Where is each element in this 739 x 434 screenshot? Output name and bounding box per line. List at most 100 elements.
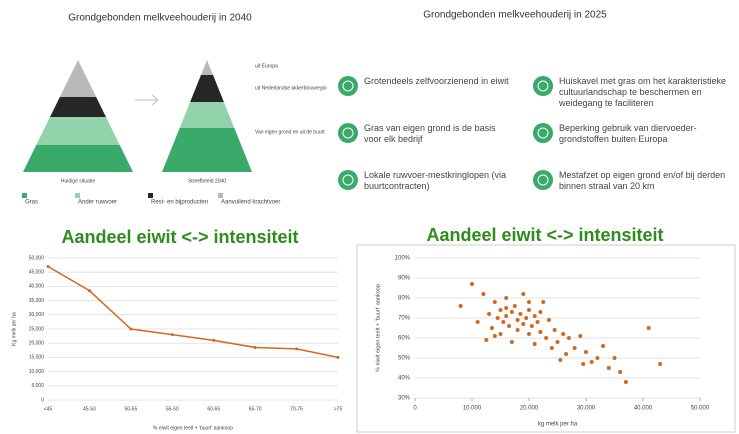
point xyxy=(601,344,605,348)
y-tick-label: 30,000 xyxy=(29,312,45,318)
x-tick-label: 30.000 xyxy=(577,406,596,412)
y-tick-label: 50% xyxy=(398,356,411,362)
x-tick-label: 20.000 xyxy=(520,406,539,412)
icon xyxy=(533,170,553,190)
point xyxy=(533,314,537,318)
point xyxy=(536,320,540,324)
x-tick-label: 65-70 xyxy=(249,406,262,412)
point xyxy=(459,304,463,308)
point xyxy=(504,296,508,300)
left-title: Grondgebonden melkveehouderij in 2040 xyxy=(68,13,252,24)
legend-swatch xyxy=(75,193,80,198)
y-tick-label: 60% xyxy=(398,336,411,342)
y-tick-label: 20,000 xyxy=(29,341,45,347)
x-tick-label: 55-60 xyxy=(166,406,179,412)
annotation: uit Nederlandse akkerbouwregio xyxy=(255,85,327,91)
y-tick-label: 0 xyxy=(41,397,44,403)
pyramid-band xyxy=(162,128,252,172)
point xyxy=(484,338,488,342)
icon xyxy=(338,123,358,143)
y-tick-label: 50,000 xyxy=(29,255,45,261)
point xyxy=(595,356,599,360)
y-tick-label: 45,000 xyxy=(29,270,45,276)
point xyxy=(530,324,534,328)
point xyxy=(567,336,571,340)
point xyxy=(513,304,517,308)
item-text: Lokale ruwvoer-mestkringlopen (via buurt… xyxy=(364,170,514,192)
y-tick-label: 25,000 xyxy=(29,326,45,332)
point xyxy=(493,334,497,338)
point xyxy=(584,350,588,354)
y-axis-label: Kg melk per ha xyxy=(11,312,17,346)
legend-label: Gras xyxy=(25,200,38,206)
y-tick-label: 35,000 xyxy=(29,298,45,304)
pyramid-band xyxy=(50,97,106,117)
x-tick-label: 50-55 xyxy=(124,406,137,412)
y-tick-label: 40,000 xyxy=(29,284,45,290)
x-tick-label: 50.000 xyxy=(691,406,710,412)
arrow xyxy=(135,95,158,105)
point xyxy=(476,320,480,324)
point xyxy=(507,324,511,328)
point xyxy=(533,342,537,346)
point xyxy=(518,312,522,316)
icon xyxy=(533,123,553,143)
point xyxy=(47,265,50,268)
pyramid-label: Streefbeeld 2040 xyxy=(188,178,226,184)
icon xyxy=(338,76,358,96)
y-tick-label: 40% xyxy=(398,376,411,382)
point xyxy=(496,316,500,320)
point xyxy=(541,300,545,304)
point xyxy=(88,289,91,292)
point xyxy=(212,339,215,342)
pyramid-band xyxy=(23,145,133,172)
y-axis-label: % eiwit eigen teelt + 'buurt' aankoop xyxy=(375,284,381,372)
pyramid-band xyxy=(36,117,119,145)
canvas: Grondgebonden melkveehouderij in 2040 Gr… xyxy=(0,0,739,434)
legend-label: Ander ruwvoer xyxy=(78,200,117,206)
point xyxy=(647,326,651,330)
right-title: Grondgebonden melkveehouderij in 2025 xyxy=(423,10,607,21)
icon xyxy=(338,170,358,190)
legend-swatch xyxy=(148,193,153,198)
y-tick-label: 90% xyxy=(398,276,411,282)
point xyxy=(578,334,582,338)
point xyxy=(544,336,548,340)
point xyxy=(538,330,542,334)
y-tick-label: 70% xyxy=(398,316,411,322)
point xyxy=(481,292,485,296)
point xyxy=(550,346,554,350)
point xyxy=(527,308,531,312)
point xyxy=(129,328,132,331)
point xyxy=(521,322,525,326)
item-text: Grotendeels zelfvoorzienend in eiwit xyxy=(364,76,514,87)
point xyxy=(618,370,622,374)
annotation: Van eigen grond en uit de buurt xyxy=(255,129,325,135)
item-text: Huiskavel met gras om het karakteristiek… xyxy=(559,76,734,109)
y-tick-label: 30% xyxy=(398,396,411,402)
point xyxy=(607,366,611,370)
icon xyxy=(533,76,553,96)
point xyxy=(527,300,531,304)
point xyxy=(558,358,562,362)
point xyxy=(516,328,520,332)
point xyxy=(581,362,585,366)
y-tick-label: 15,000 xyxy=(29,355,45,361)
x-tick-label: >75 xyxy=(334,406,343,412)
point xyxy=(504,306,508,310)
y-tick-label: 5,000 xyxy=(31,383,44,389)
point xyxy=(556,340,560,344)
line xyxy=(48,267,338,358)
point xyxy=(254,346,257,349)
point xyxy=(490,326,494,330)
point xyxy=(516,318,520,322)
x-axis-label: % eiwit eigen teelt + 'buurt' aankoop xyxy=(153,425,233,431)
y-tick-label: 10,000 xyxy=(29,369,45,375)
pyramid-band xyxy=(190,75,224,102)
point xyxy=(295,347,298,350)
point xyxy=(501,320,505,324)
point xyxy=(504,314,508,318)
item-text: Beperking gebruik van diervoeder-grondst… xyxy=(559,123,734,145)
pyramid-band xyxy=(60,60,96,97)
point xyxy=(564,352,568,356)
